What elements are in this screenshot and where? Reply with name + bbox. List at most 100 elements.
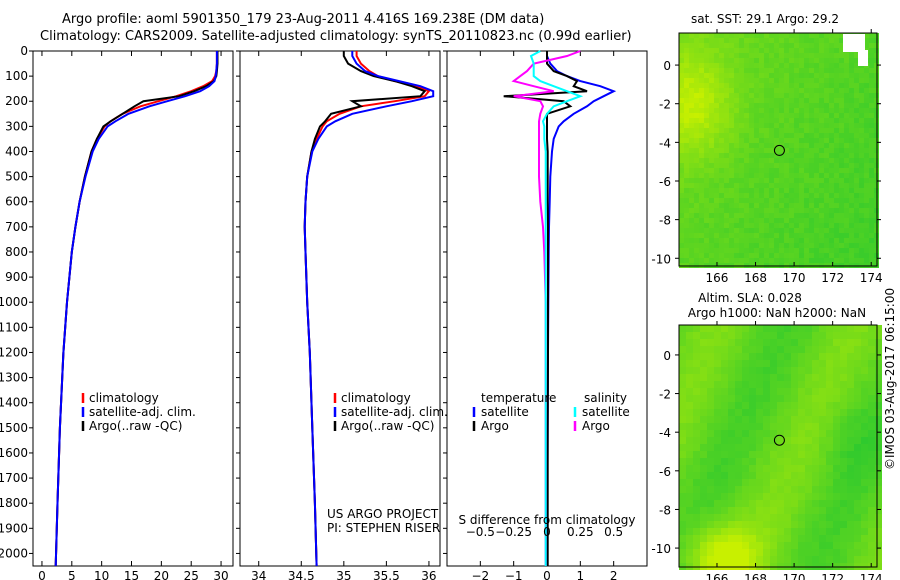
map-cell [754,138,759,143]
map-cell [869,178,874,183]
map-cell [875,367,882,374]
map-cell [834,93,839,98]
map-cell [709,38,714,43]
map-cell [724,223,729,228]
map-cell [869,78,874,83]
series-line-t-satellite [546,51,617,567]
map-cell [694,198,699,203]
map-cell [791,367,798,374]
map-cell [789,153,794,158]
lon-tick-label: 174 [860,572,883,580]
map-cell [684,223,689,228]
map-cell [700,451,707,458]
map-cell [791,500,798,507]
map-cell [849,168,854,173]
map-cell [694,243,699,248]
map-cell [770,416,777,423]
map-cell [769,83,774,88]
map-cell [789,198,794,203]
map-cell [814,118,819,123]
map-cell [770,486,777,493]
map-cell [864,113,869,118]
map-cell [739,218,744,223]
map-cell [719,48,724,53]
map-cell [704,103,709,108]
map-cell [861,416,868,423]
map-cell [749,402,756,409]
map-cell [763,451,770,458]
map-cell [826,507,833,514]
map-cell [809,188,814,193]
map-cell [763,507,770,514]
map-cell [849,103,854,108]
map-cell [849,93,854,98]
map-cell [774,178,779,183]
map-cell [812,346,819,353]
map-cell [679,173,684,178]
map-cell [868,339,875,346]
map-cell [679,108,684,113]
map-cell [679,353,686,360]
map-cell [864,43,869,48]
map-cell [714,188,719,193]
map-cell [734,183,739,188]
map-cell [707,409,714,416]
map-cell [707,374,714,381]
map-cell [729,248,734,253]
map-cell [824,123,829,128]
map-cell [704,253,709,258]
map-cell [844,193,849,198]
map-cell [689,73,694,78]
map-cell [754,98,759,103]
map-cell [679,325,686,332]
map-cell [804,98,809,103]
map-cell [854,138,859,143]
map-cell [756,402,763,409]
map-cell [854,402,861,409]
map-cell [769,48,774,53]
map-cell [854,193,859,198]
map-cell [734,53,739,58]
copyright-credit: ©IMOS 03-Aug-2017 06:15:00 [883,287,897,470]
map-cell [721,479,728,486]
map-cell [784,208,789,213]
map-cell [799,88,804,93]
map-cell [679,83,684,88]
map-cell [829,143,834,148]
map-cell [826,423,833,430]
map-cell [714,183,719,188]
map-cell [791,535,798,542]
map-cell [779,168,784,173]
map-cell [859,218,864,223]
map-cell [764,168,769,173]
map-cell [812,409,819,416]
map-cell [759,38,764,43]
map-cell [763,423,770,430]
map-cell [777,402,784,409]
map-cell [864,83,869,88]
map-cell [784,93,789,98]
map-cell [684,58,689,63]
map-cell [694,93,699,98]
map-cell [784,353,791,360]
map-cell [854,416,861,423]
map-cell [774,118,779,123]
map-cell [794,53,799,58]
map-cell [686,402,693,409]
map-cell [694,138,699,143]
map-cell [714,233,719,238]
map-cell [814,178,819,183]
map-cell [777,458,784,465]
map-cell [729,213,734,218]
map-cell [784,118,789,123]
map-cell [754,253,759,258]
map-cell [798,514,805,521]
map-cell [704,98,709,103]
map-cell [739,58,744,63]
map-cell [826,514,833,521]
map-cell [824,208,829,213]
map-cell [824,158,829,163]
map-cell [804,253,809,258]
map-cell [854,178,859,183]
map-cell [724,198,729,203]
